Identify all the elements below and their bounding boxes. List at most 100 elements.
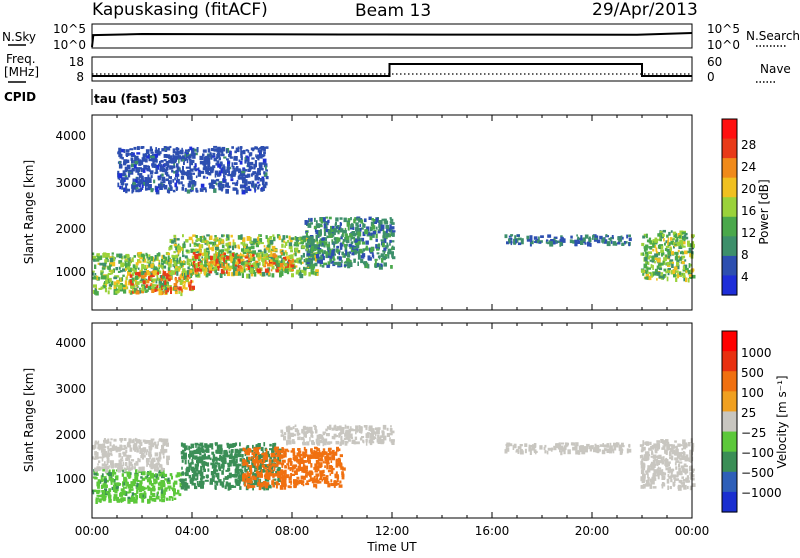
power-heatmap-cell: [258, 269, 262, 274]
power-heatmap-cell: [182, 159, 185, 161]
power-heatmap-cell: [132, 168, 135, 171]
power-heatmap-cell: [315, 230, 318, 234]
velocity-heatmap-cell: [189, 456, 191, 459]
power-heatmap-cell: [169, 276, 172, 278]
velocity-heatmap-cell: [289, 458, 291, 460]
velocity-heatmap-cell: [163, 456, 165, 459]
power-heatmap-cell: [660, 250, 664, 253]
velocity-heatmap-cell: [265, 470, 268, 475]
power-heatmap-cell: [642, 273, 644, 276]
power-heatmap-cell: [145, 153, 147, 157]
power-heatmap-cell: [247, 160, 249, 163]
power-heatmap-cell: [227, 164, 229, 168]
power-heatmap-cell: [344, 218, 347, 223]
velocity-heatmap-cell: [211, 447, 213, 449]
velocity-heatmap-cell: [289, 486, 292, 488]
power-heatmap-cell: [174, 261, 177, 265]
power-heatmap-cell: [137, 146, 140, 150]
velocity-heatmap-cell: [345, 425, 347, 429]
power-heatmap-cell: [141, 160, 143, 165]
power-heatmap-cell: [190, 172, 193, 176]
power-heatmap-cell: [167, 284, 169, 287]
velocity-heatmap-cell: [314, 426, 317, 430]
velocity-heatmap-cell: [222, 460, 224, 465]
power-heatmap-cell: [349, 244, 352, 247]
velocity-heatmap-cell: [147, 485, 150, 488]
power-heatmap-cell: [168, 267, 171, 271]
power-heatmap-cell: [256, 263, 259, 266]
power-heatmap-cell: [209, 173, 211, 175]
power-heatmap-cell: [298, 238, 300, 240]
power-heatmap-cell: [145, 182, 149, 187]
power-heatmap-cell: [681, 251, 683, 254]
power-heatmap-cell: [245, 256, 249, 258]
velocity-heatmap-cell: [212, 475, 215, 479]
velocity-heatmap-cell: [273, 459, 277, 463]
power-heatmap-cell: [379, 265, 381, 268]
power-heatmap-cell: [139, 288, 141, 290]
power-heatmap-cell: [689, 248, 692, 253]
power-heatmap-cell: [667, 256, 670, 259]
power-heatmap-cell: [181, 279, 184, 282]
velocity-heatmap-cell: [301, 429, 303, 434]
power-heatmap-cell: [296, 272, 299, 275]
power-heatmap-cell: [234, 156, 236, 159]
velocity-heatmap-cell: [171, 487, 175, 489]
velocity-heatmap-cell: [321, 459, 324, 461]
power-heatmap-cell: [92, 271, 95, 273]
power-cbar-tick-16: 16: [741, 204, 756, 218]
velocity-heatmap-cell: [157, 491, 159, 494]
power-heatmap-cell: [271, 269, 273, 271]
power-heatmap-cell: [225, 189, 229, 194]
power-heatmap-cell: [252, 147, 254, 151]
velocity-heatmap-cell: [238, 472, 240, 477]
power-heatmap-cell: [196, 249, 199, 251]
power-heatmap-cell: [655, 258, 658, 261]
power-heatmap-cell: [266, 247, 268, 250]
power-heatmap-cell: [255, 178, 257, 181]
power-heatmap-cell: [125, 177, 129, 180]
power-heatmap-cell: [121, 182, 125, 186]
velocity-heatmap-cell: [346, 432, 350, 436]
power-heatmap-cell: [155, 255, 157, 260]
power-heatmap-cell: [263, 171, 265, 174]
velocity-heatmap-cell: [152, 493, 156, 497]
power-heatmap-cell: [320, 229, 322, 234]
velocity-heatmap-cell: [300, 457, 303, 461]
velocity-heatmap-cell: [131, 459, 134, 461]
power-heatmap-cell: [537, 240, 540, 243]
power-heatmap-cell: [689, 274, 692, 277]
power-heatmap-cell: [559, 242, 561, 247]
power-heatmap-cell: [530, 235, 533, 240]
power-heatmap-cell: [96, 253, 100, 256]
power-heatmap-cell: [301, 245, 305, 248]
velocity-heatmap-cell: [152, 465, 155, 469]
power-heatmap-cell: [357, 232, 361, 237]
power-heatmap-cell: [203, 157, 205, 162]
power-cbar-tick-28: 28: [741, 138, 756, 152]
power-heatmap-cell: [661, 272, 663, 274]
power-heatmap-cell: [209, 267, 212, 271]
velocity-heatmap-cell: [261, 447, 264, 451]
velocity-heatmap-cell: [124, 438, 127, 441]
power-heatmap-cell: [150, 152, 153, 154]
velocity-heatmap-cell: [174, 498, 177, 500]
power-heatmap-cell: [655, 269, 658, 272]
power-heatmap-cell: [171, 240, 174, 244]
power-heatmap-cell: [321, 239, 325, 241]
velocity-heatmap-cell: [330, 473, 332, 476]
power-heatmap-cell: [249, 274, 251, 279]
velocity-heatmap-cell: [146, 458, 150, 463]
power-heatmap-cell: [347, 264, 350, 268]
power-heatmap-cell: [100, 270, 103, 272]
velocity-heatmap-cell: [132, 492, 134, 496]
power-heatmap-cell: [643, 252, 645, 256]
velocity-heatmap-cell: [295, 428, 298, 432]
velocity-heatmap-cell: [184, 448, 186, 452]
power-heatmap-cell: [121, 186, 123, 190]
velocity-heatmap-cell: [323, 432, 326, 434]
power-heatmap-cell: [333, 256, 335, 261]
power-heatmap-cell: [666, 262, 669, 266]
power-heatmap-cell: [289, 236, 291, 240]
power-heatmap-cell: [189, 286, 191, 291]
